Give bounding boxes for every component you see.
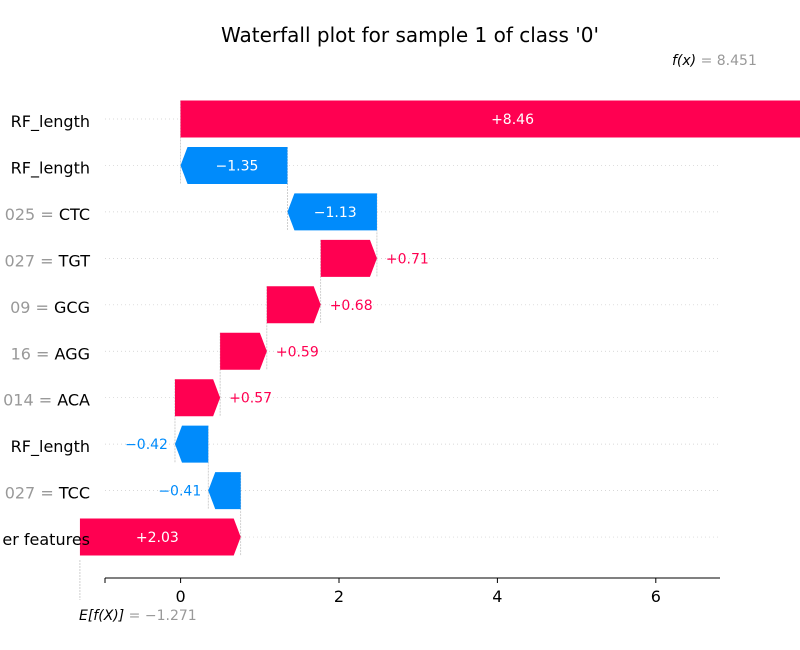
feature-value: 16 = [11, 344, 55, 363]
output-value-label: f(x) [672, 53, 701, 69]
x-tick-label: 0 [176, 587, 186, 606]
feature-name: er features [2, 530, 90, 549]
feature-label: 027 = TCC [5, 484, 90, 503]
bar-value-label: −1.13 [314, 205, 357, 221]
feature-label: RF_length [11, 437, 90, 457]
feature-name: TGT [58, 251, 91, 270]
bar-value-label: +0.57 [229, 391, 272, 407]
feature-value: 09 = [10, 298, 54, 317]
feature-value: 025 = [5, 205, 59, 224]
output-value-annotation: f(x) = 8.451 [672, 53, 757, 69]
waterfall-bar [79, 518, 241, 556]
waterfall-bar [287, 193, 377, 231]
waterfall-bar [208, 472, 241, 510]
output-value-text: = 8.451 [701, 53, 757, 69]
feature-label: 025 = CTC [5, 205, 90, 224]
bar-value-label: −0.41 [158, 484, 201, 500]
bar-value-label: +0.68 [330, 298, 373, 314]
feature-label: er features [2, 530, 90, 549]
feature-label: 09 = GCG [10, 298, 90, 317]
feature-value: 027 = [5, 484, 59, 503]
waterfall-bar [174, 425, 209, 463]
feature-label: 027 = TGT [5, 251, 91, 270]
feature-label: 014 = ACA [3, 391, 90, 410]
waterfall-bar [220, 332, 267, 370]
bar-value-label: −1.35 [216, 158, 259, 174]
bar-value-label: +0.71 [386, 251, 429, 267]
feature-name: RF_length [11, 158, 90, 178]
bars-layer [79, 100, 800, 556]
chart-title: Waterfall plot for sample 1 of class '0' [221, 23, 599, 47]
base-value-text: = −1.271 [129, 608, 197, 624]
bar-value-label: +2.03 [136, 530, 179, 546]
feature-name: TCC [58, 484, 90, 503]
waterfall-bar [266, 286, 321, 324]
feature-value: 014 = [3, 391, 57, 410]
feature-name: GCG [54, 298, 90, 317]
waterfall-bar [320, 239, 377, 277]
feature-label: RF_length [11, 112, 90, 132]
feature-name: CTC [59, 205, 90, 224]
labels-layer: +8.46 RF_length −1.35 RF_length −1.13 025 = C… [2, 112, 534, 549]
waterfall-bar [174, 379, 221, 417]
feature-label: RF_length [11, 158, 90, 178]
base-value-annotation: E[f(X)] = −1.271 [79, 608, 197, 624]
x-tick-label: 4 [492, 587, 502, 606]
feature-name: RF_length [11, 437, 90, 457]
feature-name: AGG [55, 344, 90, 363]
waterfall-bar [180, 146, 288, 184]
feature-name: RF_length [11, 112, 90, 132]
bar-value-label: +8.46 [491, 112, 534, 128]
bar-value-label: +0.59 [276, 344, 319, 360]
x-tick-label: 6 [651, 587, 661, 606]
feature-label: 16 = AGG [11, 344, 90, 363]
x-tick-label: 2 [334, 587, 344, 606]
waterfall-bar [180, 100, 800, 138]
feature-name: ACA [57, 391, 90, 410]
feature-value: 027 = [5, 251, 59, 270]
bar-value-label: −0.42 [125, 437, 168, 453]
base-value-label: E[f(X)] [79, 608, 129, 624]
